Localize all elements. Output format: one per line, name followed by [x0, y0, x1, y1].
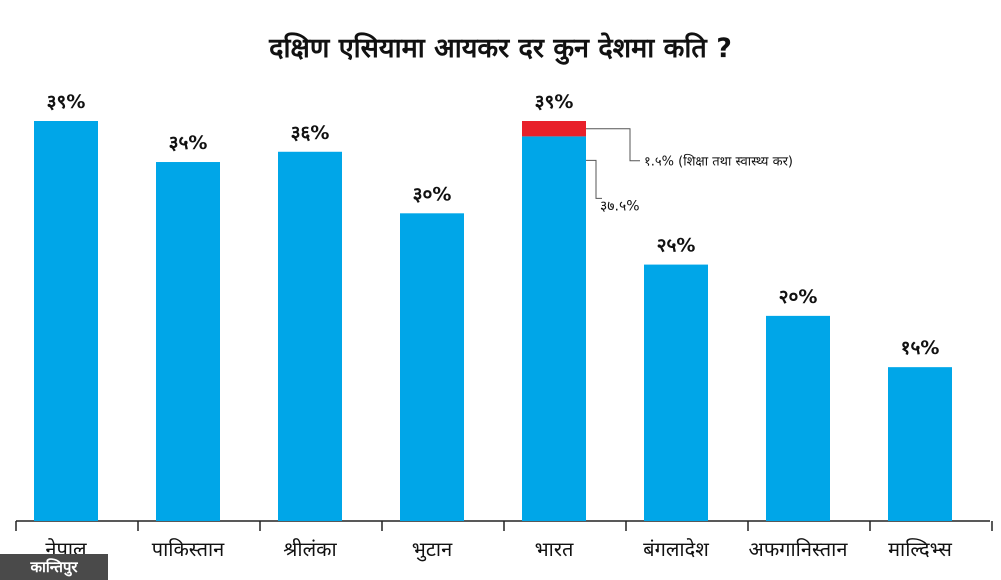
- bar: [278, 151, 342, 521]
- bar-segment-cess: [522, 121, 586, 137]
- x-tick-label: बंगलादेश: [643, 537, 709, 561]
- bar-value-label: ३९%: [47, 91, 86, 113]
- bar: [400, 213, 464, 522]
- bar: [644, 264, 708, 521]
- annotation-leader-base: [586, 159, 602, 199]
- annotation-label-base: ३७.५%: [600, 198, 640, 214]
- x-tick-label: माल्दिभ्स: [888, 537, 952, 561]
- bar-value-label: ३९%: [535, 91, 574, 113]
- annotation-leader-cess: [586, 128, 640, 162]
- bar: [156, 162, 220, 521]
- x-tick-label: भुटान: [412, 537, 453, 562]
- bar-value-label: २५%: [657, 235, 696, 257]
- bar-value-label: २०%: [779, 286, 818, 308]
- annotation-label-cess: १.५% (शिक्षा तथा स्वास्थ्य कर): [644, 154, 793, 170]
- x-tick-label: श्रीलंका: [283, 537, 337, 561]
- bar-segment-base: [522, 136, 586, 521]
- x-tick-label: अफगानिस्तान: [749, 537, 849, 561]
- bar: [34, 121, 98, 521]
- bar-value-label: ३५%: [169, 132, 208, 154]
- bar-value-label: ३०%: [413, 183, 452, 205]
- brand-logo: कान्तिपुर: [0, 554, 108, 580]
- bar-value-label: ३६%: [291, 122, 330, 144]
- bar: [888, 367, 952, 521]
- x-tick-label: भारत: [535, 537, 574, 561]
- bar-value-label: १५%: [901, 337, 940, 359]
- x-tick-label: पाकिस्तान: [152, 537, 225, 561]
- bar: [766, 315, 830, 521]
- chart-title: दक्षिण एसियामा आयकर दर कुन देशमा कति ?: [269, 33, 732, 64]
